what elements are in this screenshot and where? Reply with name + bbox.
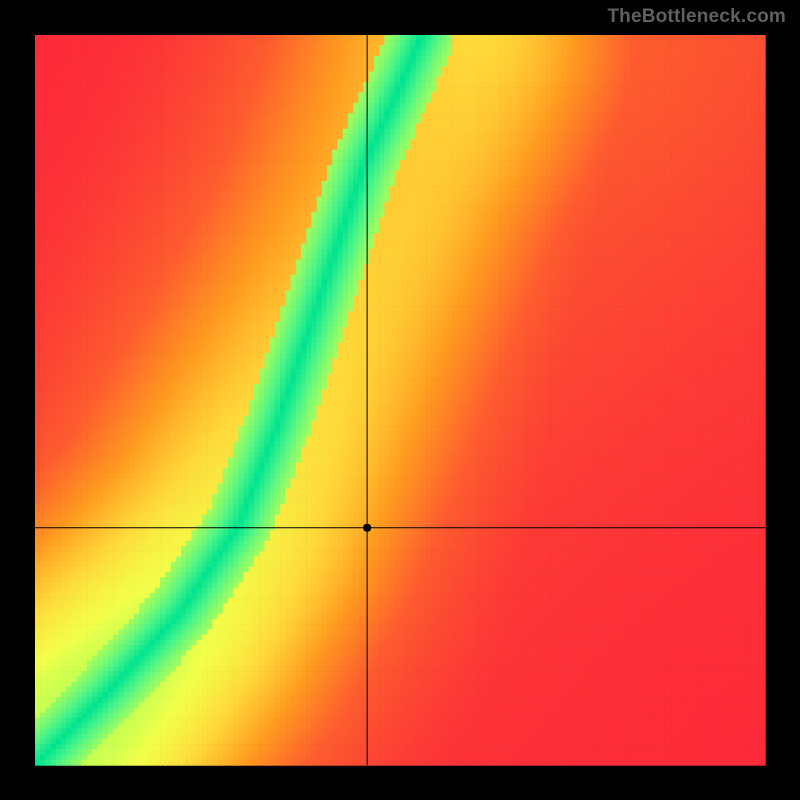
watermark-text: TheBottleneck.com	[607, 6, 786, 28]
bottleneck-heatmap	[0, 0, 800, 800]
chart-frame: TheBottleneck.com	[0, 0, 800, 800]
